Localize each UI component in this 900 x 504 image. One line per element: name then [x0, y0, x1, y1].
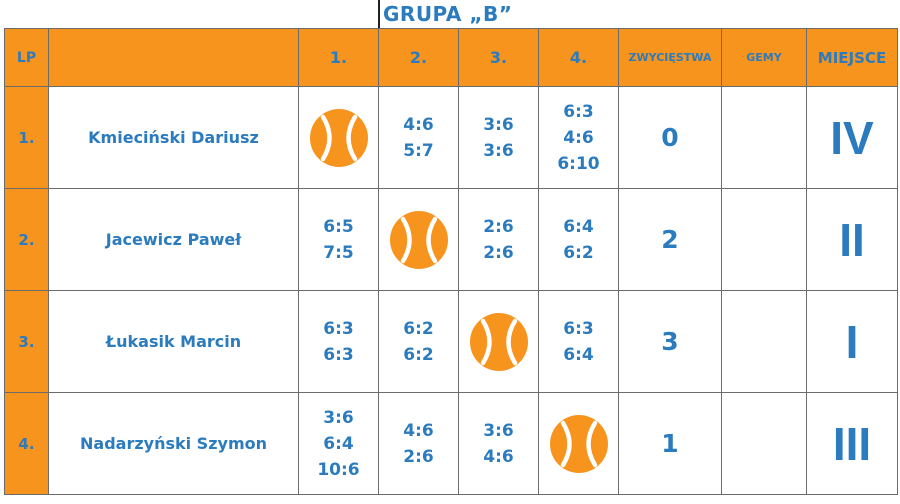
table-row: 1. Kmieciński Dariusz 4:6 5:7 3:6 3:6 6:3 4:…: [4, 86, 898, 189]
match-score: 3:6 6:4 10:6: [298, 392, 379, 495]
place-value: II: [806, 188, 898, 291]
results-table: LP 1. 2. 3. 4. ZWYCIĘSTWA GEMY MIEJSCE 1…: [4, 28, 898, 495]
match-score: 3:6 3:6: [458, 86, 539, 189]
wins-value: 3: [618, 290, 722, 393]
place-value: IV: [806, 86, 898, 189]
header-col-4: 4.: [538, 28, 619, 87]
games-value: [721, 188, 807, 291]
row-lp: 4.: [4, 392, 49, 495]
header-name: [48, 28, 299, 87]
self-match-cell: [458, 290, 539, 393]
player-name: Nadarzyński Szymon: [48, 392, 299, 495]
wins-value: 0: [618, 86, 722, 189]
tennis-ball-icon: [389, 210, 449, 270]
match-score: 2:6 2:6: [458, 188, 539, 291]
self-match-cell: [298, 86, 379, 189]
header-col-3: 3.: [458, 28, 539, 87]
games-value: [721, 290, 807, 393]
header-place: MIEJSCE: [806, 28, 898, 87]
games-value: [721, 392, 807, 495]
group-title: GRUPA „B”: [378, 0, 512, 28]
match-score: 6:5 7:5: [298, 188, 379, 291]
place-value: I: [806, 290, 898, 393]
wins-value: 2: [618, 188, 722, 291]
match-score: 6:4 6:2: [538, 188, 619, 291]
match-score: 6:2 6:2: [378, 290, 459, 393]
self-match-cell: [378, 188, 459, 291]
match-score: 6:3 6:3: [298, 290, 379, 393]
header-lp: LP: [4, 28, 49, 87]
row-lp: 2.: [4, 188, 49, 291]
match-score: 3:6 4:6: [458, 392, 539, 495]
place-value: III: [806, 392, 898, 495]
match-score: 4:6 5:7: [378, 86, 459, 189]
match-score: 6:3 6:4: [538, 290, 619, 393]
table-row: 2. Jacewicz Paweł 6:5 7:5 2:6 2:6 6:4 6:2 2 II: [4, 188, 898, 291]
header-wins: ZWYCIĘSTWA: [618, 28, 722, 87]
header-row: LP 1. 2. 3. 4. ZWYCIĘSTWA GEMY MIEJSCE: [4, 28, 898, 87]
match-score: 4:6 2:6: [378, 392, 459, 495]
header-games: GEMY: [721, 28, 807, 87]
table-row: 4. Nadarzyński Szymon 3:6 6:4 10:6 4:6 2:6 3…: [4, 392, 898, 495]
tennis-ball-icon: [549, 414, 609, 474]
wins-value: 1: [618, 392, 722, 495]
row-lp: 3.: [4, 290, 49, 393]
player-name: Jacewicz Paweł: [48, 188, 299, 291]
row-lp: 1.: [4, 86, 49, 189]
match-score: 6:3 4:6 6:10: [538, 86, 619, 189]
self-match-cell: [538, 392, 619, 495]
tennis-ball-icon: [309, 108, 369, 168]
tennis-ball-icon: [469, 312, 529, 372]
header-col-2: 2.: [378, 28, 459, 87]
header-col-1: 1.: [298, 28, 379, 87]
player-name: Kmieciński Dariusz: [48, 86, 299, 189]
games-value: [721, 86, 807, 189]
player-name: Łukasik Marcin: [48, 290, 299, 393]
table-row: 3. Łukasik Marcin 6:3 6:3 6:2 6:2 6:3 6:4 3 I: [4, 290, 898, 393]
